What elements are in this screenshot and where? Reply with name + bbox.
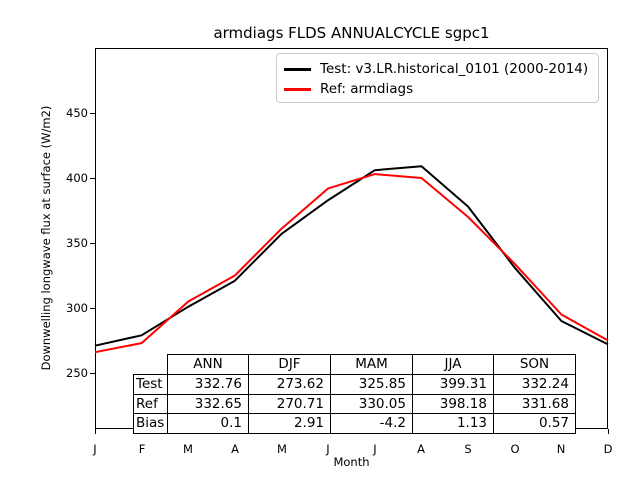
y-tick-label: 400	[66, 171, 88, 185]
table-header-cell: ANN	[167, 354, 249, 375]
x-tick-label: D	[603, 442, 613, 456]
table-value-cell: 399.31	[412, 374, 494, 395]
chart-title: armdiags FLDS ANNUALCYCLE sgpc1	[213, 24, 490, 42]
x-tick-label: F	[138, 442, 146, 456]
ref-line-swatch	[284, 87, 311, 91]
table-value-cell: 331.68	[493, 394, 576, 414]
x-tick-label: A	[417, 442, 425, 456]
test-line-swatch	[284, 67, 311, 71]
table-value-cell: 270.71	[248, 394, 331, 414]
x-tick-label: J	[373, 442, 377, 456]
table-value-cell: 2.91	[248, 413, 331, 434]
legend-item-ref: Ref: armdiags	[284, 79, 592, 99]
table-header-cell: SON	[493, 354, 576, 375]
table-row-label: Bias	[133, 413, 168, 434]
y-tick-label: 250	[66, 366, 88, 380]
table-value-cell: 0.57	[493, 413, 576, 434]
series-line-ref	[94, 173, 609, 354]
table-value-cell: 332.76	[167, 374, 249, 395]
table-value-cell: 325.85	[330, 374, 413, 395]
table-header-cell: DJF	[248, 354, 331, 375]
table-value-cell: 330.05	[330, 394, 413, 414]
table-value-cell: 398.18	[412, 394, 494, 414]
series-line-test	[94, 165, 609, 347]
x-tick-label: O	[510, 442, 520, 456]
y-tick-label: 300	[66, 301, 88, 315]
table-row-label: Test	[133, 374, 168, 395]
legend-label-ref: Ref: armdiags	[320, 81, 414, 97]
table-value-cell: 0.1	[167, 413, 249, 434]
table-value-cell: 273.62	[248, 374, 331, 395]
x-tick-label: S	[464, 442, 472, 456]
table-header-cell: JJA	[412, 354, 494, 375]
x-tick-label: J	[93, 442, 97, 456]
legend-item-test: Test: v3.LR.historical_0101 (2000-2014)	[284, 59, 592, 79]
y-tick-label: 450	[66, 106, 88, 120]
table-value-cell: 332.65	[167, 394, 249, 414]
table-value-cell: 1.13	[412, 413, 494, 434]
x-tick-label: M	[183, 442, 193, 456]
table-value-cell: -4.2	[330, 413, 413, 434]
x-tick-label: M	[277, 442, 287, 456]
table-header-cell: MAM	[330, 354, 413, 375]
x-axis-label: Month	[333, 455, 370, 469]
x-tick-label: A	[231, 442, 239, 456]
x-tick-label: N	[556, 442, 566, 456]
legend-label-test: Test: v3.LR.historical_0101 (2000-2014)	[320, 61, 589, 77]
y-tick-label: 350	[66, 236, 88, 250]
table-value-cell: 332.24	[493, 374, 576, 395]
legend: Test: v3.LR.historical_0101 (2000-2014) …	[276, 53, 599, 103]
x-tick-label: J	[326, 442, 330, 456]
table-row-label: Ref	[133, 394, 168, 414]
